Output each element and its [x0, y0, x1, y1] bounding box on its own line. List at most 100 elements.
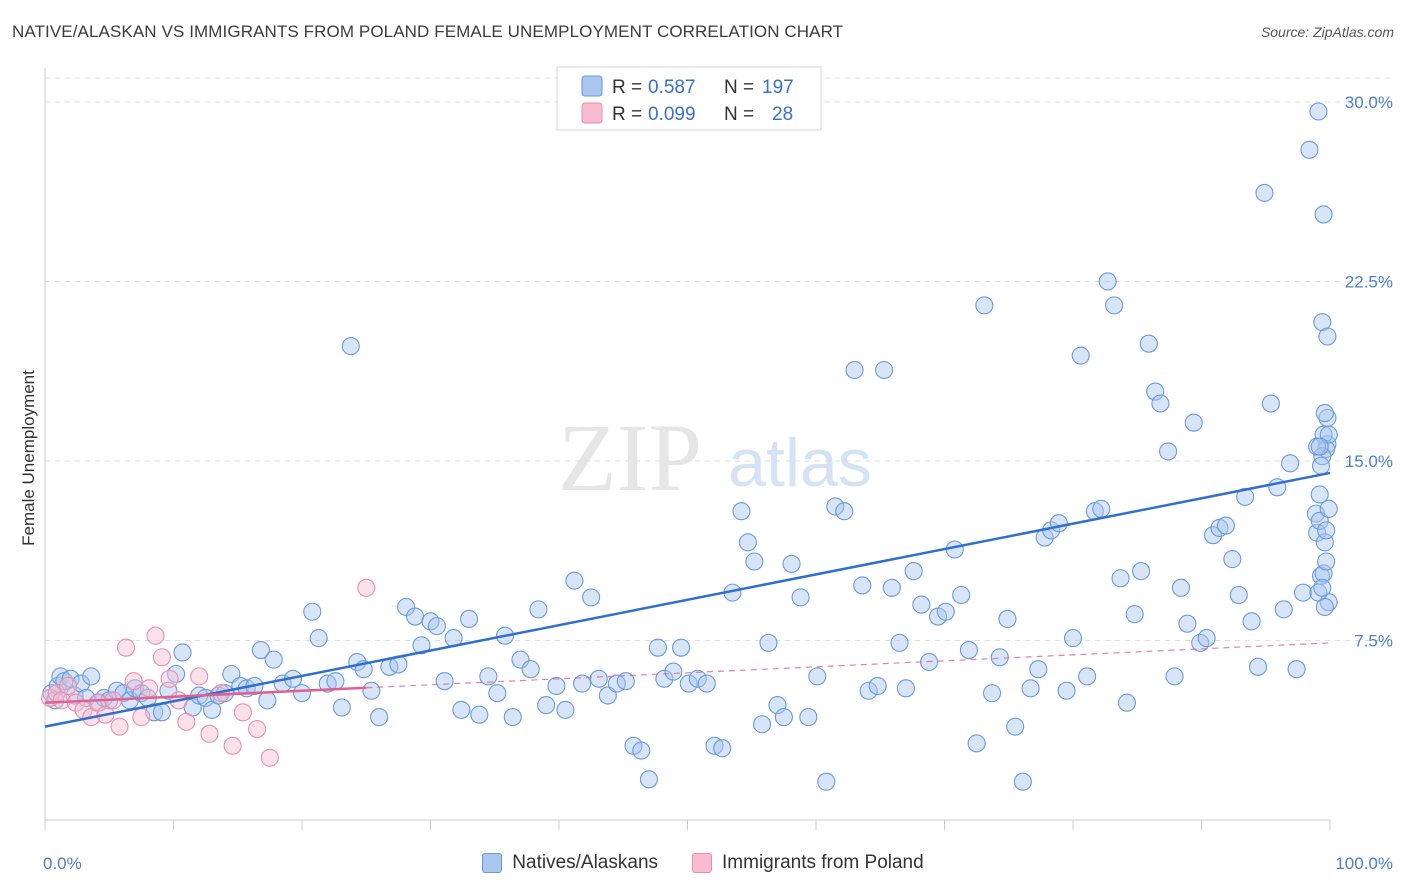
poland-point-23 — [223, 736, 242, 755]
native-point-30 — [222, 664, 241, 684]
native-point-143 — [1117, 693, 1137, 712]
native-point-144 — [1125, 605, 1144, 624]
native-point-103 — [817, 772, 836, 791]
native-point-169 — [1287, 660, 1306, 679]
native-point-75 — [589, 669, 608, 688]
native-point-173 — [1313, 313, 1332, 332]
native-point-54 — [412, 636, 431, 655]
native-point-156 — [1204, 526, 1223, 545]
native-point-73 — [573, 674, 592, 693]
poland-point-20 — [190, 667, 209, 686]
native-point-135 — [1063, 629, 1083, 648]
native-point-176 — [1310, 485, 1329, 504]
native-point-23 — [173, 643, 192, 662]
native-point-167 — [1274, 600, 1293, 619]
trend-lines — [44, 471, 1331, 728]
native-point-152 — [1178, 614, 1197, 633]
native-point-96 — [759, 633, 778, 652]
native-point-111 — [882, 578, 901, 597]
native-point-20 — [152, 703, 171, 722]
poland-point-11 — [116, 638, 136, 657]
native-point-108 — [859, 681, 878, 700]
legend-n-label-native: N = — [724, 77, 754, 98]
poland-point-25 — [247, 719, 267, 739]
native-point-102 — [808, 667, 827, 686]
legend-n-value-poland: 28 — [772, 104, 793, 125]
native-point-93 — [738, 533, 757, 552]
native-point-127 — [1006, 717, 1025, 736]
native-point-155 — [1197, 629, 1216, 648]
native-point-170 — [1293, 583, 1313, 602]
native-point-83 — [655, 669, 674, 688]
watermark-zip: ZIP — [558, 404, 702, 511]
native-point-86 — [679, 674, 698, 693]
native-point-134 — [1057, 681, 1076, 700]
x-tick-label-start: 0.0% — [43, 854, 82, 873]
native-point-52 — [397, 597, 416, 617]
native-point-137 — [1078, 667, 1097, 686]
native-point-87 — [688, 669, 707, 688]
y-tick-label-1: 15.0% — [1345, 452, 1393, 471]
native-point-171 — [1300, 140, 1319, 159]
native-point-81 — [639, 770, 659, 789]
bottom-legend-label-poland: Immigrants from Poland — [722, 852, 924, 873]
poland-point-3 — [59, 676, 78, 696]
native-point-110 — [875, 360, 894, 380]
native-point-114 — [904, 562, 923, 581]
native-point-119 — [945, 540, 964, 559]
native-point-76 — [598, 686, 617, 705]
native-point-133 — [1049, 514, 1068, 533]
native-point-92 — [732, 502, 751, 521]
native-point-183 — [1315, 597, 1334, 617]
native-point-34 — [251, 641, 270, 660]
native-point-168 — [1281, 454, 1300, 473]
poland-trend-line-solid — [44, 686, 367, 704]
native-point-45 — [341, 337, 360, 356]
native-point-115 — [912, 595, 931, 614]
native-point-125 — [990, 648, 1009, 667]
native-point-159 — [1223, 550, 1242, 569]
native-point-68 — [529, 600, 548, 619]
native-point-104 — [826, 497, 845, 516]
native-point-187 — [1319, 499, 1338, 518]
native-point-72 — [565, 571, 584, 590]
native-point-82 — [648, 638, 667, 657]
poland-point-19 — [177, 712, 196, 731]
native-point-153 — [1184, 413, 1203, 432]
poland-point-10 — [110, 717, 129, 736]
x-tick-label-end: 100.0% — [1335, 854, 1393, 873]
bottom-legend-poland: Immigrants from Poland — [692, 852, 924, 874]
native-point-44 — [332, 698, 351, 717]
native-point-128 — [1013, 772, 1032, 791]
y-tick-label-0: 7.5% — [1354, 631, 1393, 650]
native-point-165 — [1261, 394, 1280, 413]
bottom-legend-swatch-native — [482, 853, 503, 873]
chart-title: NATIVE/ALASKAN VS IMMIGRANTS FROM POLAND… — [12, 22, 844, 41]
poland-point-26 — [260, 748, 279, 767]
poland-point-12 — [124, 672, 143, 691]
native-point-65 — [503, 708, 522, 727]
native-point-14 — [114, 684, 133, 703]
native-point-123 — [975, 296, 994, 315]
native-point-53 — [406, 607, 425, 626]
poland-point-15 — [146, 626, 165, 645]
native-point-9 — [82, 667, 101, 686]
native-point-149 — [1159, 442, 1178, 461]
native-point-146 — [1139, 334, 1158, 353]
native-point-40 — [303, 602, 322, 621]
native-point-198 — [1310, 437, 1329, 456]
native-point-105 — [835, 502, 854, 521]
native-point-130 — [1029, 660, 1048, 679]
native-point-101 — [799, 708, 818, 727]
native-point-67 — [521, 660, 540, 679]
native-point-43 — [326, 672, 345, 691]
native-point-84 — [664, 662, 683, 681]
y-tick-label-2: 22.5% — [1345, 272, 1393, 291]
native-point-150 — [1165, 667, 1184, 686]
native-point-60 — [459, 609, 479, 628]
native-point-158 — [1216, 516, 1235, 535]
native-point-191 — [1311, 456, 1331, 475]
native-point-85 — [672, 638, 691, 657]
native-point-186 — [1310, 511, 1329, 530]
bottom-legend-native: Natives/Alaskans — [482, 852, 658, 874]
